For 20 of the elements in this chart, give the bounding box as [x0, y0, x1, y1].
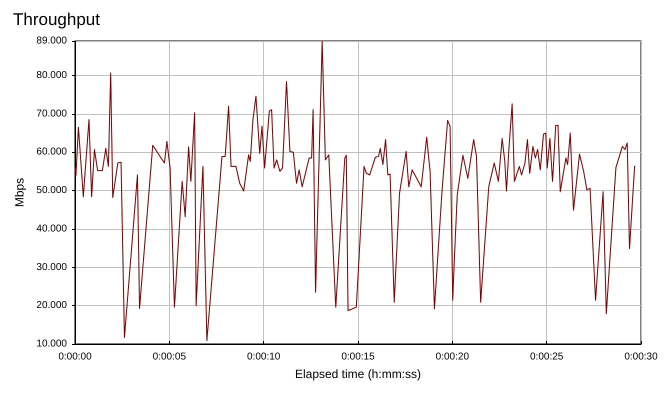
y-tick-label: 50.000 — [36, 185, 68, 196]
y-tick-label: 70.000 — [36, 108, 68, 120]
x-tick-label: 0:00:00 — [58, 352, 92, 362]
y-tick-label: 20.000 — [36, 300, 68, 312]
y-tick-label: 10.000 — [36, 338, 68, 350]
x-tick-label: 0:00:25 — [530, 352, 564, 362]
chart-title: Throughput — [13, 10, 100, 29]
y-tick-label: 80.000 — [36, 70, 68, 82]
x-axis-title: Elapsed time (h:mm:ss) — [294, 367, 422, 381]
line-series — [74, 40, 636, 342]
y-tick-label: 60.000 — [36, 146, 68, 158]
x-tick-label: 0:00:10 — [246, 352, 281, 362]
y-tick-label: 40.000 — [36, 223, 68, 234]
x-tick-label: 0:00:20 — [436, 352, 470, 362]
y-tick-label: 30.000 — [36, 262, 68, 273]
x-tick-label: 0:00:05 — [152, 352, 186, 362]
y-tick-label: 89.000 — [36, 36, 68, 46]
x-tick-label: 0:00:30 — [624, 352, 658, 362]
y-axis-title: Mbps — [12, 178, 27, 208]
x-tick-label: 0:00:15 — [341, 352, 376, 362]
